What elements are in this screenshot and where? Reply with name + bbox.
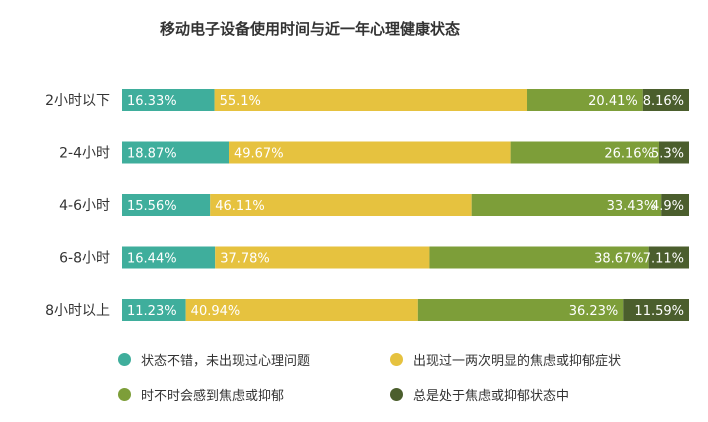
bar-segment-0	[122, 194, 211, 216]
data-label: 36.23%	[569, 304, 619, 319]
category-label: 6-8小时	[59, 251, 110, 267]
legend-item-1: 出现过一两次明显的焦虑或抑郁症状	[390, 350, 621, 369]
data-label: 26.16%	[604, 147, 654, 162]
legend-label-0: 状态不错，未出现过心理问题	[141, 354, 311, 369]
data-label: 11.59%	[634, 304, 684, 319]
data-label: 20.41%	[588, 94, 638, 109]
data-label: 55.1%	[220, 94, 261, 109]
data-label: 40.94%	[191, 304, 241, 319]
data-label: 38.67%	[594, 252, 644, 267]
bar-segment-3	[623, 299, 689, 321]
data-label: 16.33%	[127, 94, 177, 109]
legend-item-3: 总是处于焦虑或抑郁状态中	[390, 385, 569, 404]
data-label: 49.67%	[234, 147, 284, 162]
bar-segment-2	[429, 246, 649, 269]
data-label: 33.43%	[607, 199, 657, 214]
legend-label-2: 时不时会感到焦虑或抑郁	[141, 389, 285, 404]
bar-segment-0	[122, 141, 229, 164]
bar-segment-1	[185, 299, 418, 321]
bar-segment-1	[214, 89, 528, 111]
legend-label-1: 出现过一两次明显的焦虑或抑郁症状	[413, 354, 622, 369]
bar-segment-0	[122, 246, 216, 269]
data-label: 5.3%	[651, 147, 684, 162]
category-label: 2-4小时	[59, 146, 110, 162]
data-label: 7.11%	[643, 252, 684, 267]
data-label: 11.23%	[127, 304, 177, 319]
bar-segment-3	[661, 194, 689, 216]
bar-segment-3	[642, 89, 689, 111]
data-label: 37.78%	[220, 252, 270, 267]
chart-title: 移动电子设备使用时间与近一年心理健康状态	[159, 20, 460, 38]
data-label: 15.56%	[127, 199, 177, 214]
category-label: 8小时以上	[45, 303, 110, 319]
legend-swatch-2	[118, 388, 131, 401]
bar-segment-3	[658, 141, 689, 164]
data-label: 46.11%	[215, 199, 265, 214]
data-label: 8.16%	[643, 94, 684, 109]
legend-item-2: 时不时会感到焦虑或抑郁	[118, 385, 284, 404]
legend-item-0: 状态不错，未出现过心理问题	[118, 350, 310, 369]
bar-segment-1	[228, 141, 511, 164]
bar-segment-1	[215, 246, 430, 269]
data-label: 16.44%	[127, 252, 177, 267]
category-label: 4-6小时	[59, 198, 110, 214]
bar-segment-3	[648, 246, 689, 269]
legend-swatch-3	[390, 388, 403, 401]
legend-swatch-1	[390, 353, 403, 366]
category-label: 2小时以下	[45, 93, 110, 109]
bar-segment-2	[527, 89, 643, 111]
bar-segment-2	[510, 141, 659, 164]
bar-segment-0	[122, 89, 215, 111]
stacked-bar-chart: 2小时以下 16.33% 55.1% 20.41% 8.16% 2-4小时 18.87% 49…	[45, 89, 689, 321]
bar-segment-2	[471, 194, 662, 216]
data-label: 18.87%	[127, 147, 177, 162]
data-label: 4.9%	[651, 199, 684, 214]
legend-label-3: 总是处于焦虑或抑郁状态中	[413, 389, 570, 404]
bar-segment-2	[417, 299, 624, 321]
legend-swatch-0	[118, 353, 131, 366]
bar-segment-1	[210, 194, 472, 216]
bar-segment-0	[122, 299, 186, 321]
